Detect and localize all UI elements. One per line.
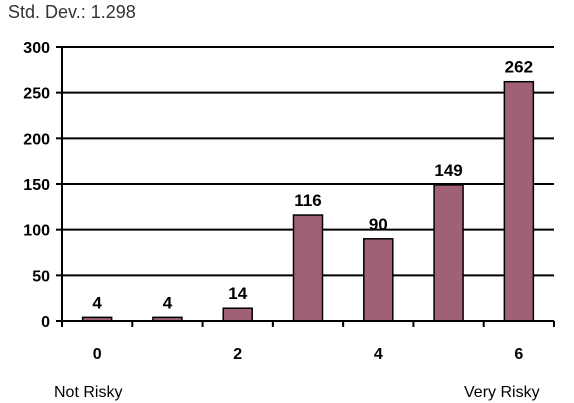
bar xyxy=(503,80,535,322)
y-tick-label: 150 xyxy=(23,177,50,194)
x-low-end-label: Not Risky xyxy=(54,384,122,401)
bar xyxy=(363,238,394,322)
x-tick-label: 4 xyxy=(374,346,383,363)
y-tick-label: 200 xyxy=(23,131,50,148)
bar xyxy=(292,214,324,322)
data-label: 4 xyxy=(163,293,173,312)
x-high-end-label: Very Risky xyxy=(464,384,540,401)
axes xyxy=(56,46,555,327)
data-label: 4 xyxy=(92,293,102,312)
y-tick-label: 50 xyxy=(32,268,50,285)
x-tick-label: 2 xyxy=(233,346,242,363)
x-tick-label: 0 xyxy=(93,346,102,363)
y-tick-label: 0 xyxy=(41,314,50,331)
data-label: 90 xyxy=(369,215,388,234)
std-dev-label: Std. Dev.: 1.298 xyxy=(8,2,136,22)
bar xyxy=(433,184,464,322)
data-label: 116 xyxy=(294,191,321,210)
data-label: 149 xyxy=(434,161,462,180)
bar xyxy=(222,307,253,322)
y-tick-label: 300 xyxy=(23,40,50,57)
bars xyxy=(81,80,535,322)
gridlines xyxy=(62,46,554,277)
y-tick-label: 100 xyxy=(23,223,50,240)
data-label: 14 xyxy=(228,284,247,303)
y-tick-label: 250 xyxy=(23,86,50,103)
labels: 0 50 100 150 200 250 300 4 4 14 116 90 149 262 0 2 4 6 xyxy=(23,40,533,363)
data-label: 262 xyxy=(505,58,533,77)
x-tick-label: 6 xyxy=(514,346,523,363)
